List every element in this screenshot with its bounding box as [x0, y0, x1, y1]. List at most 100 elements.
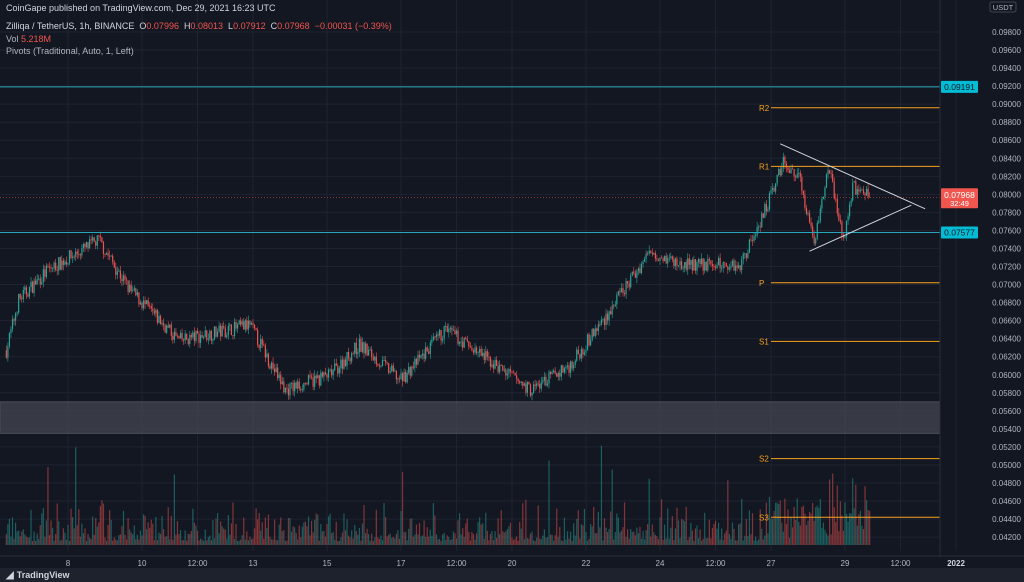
volume-bar	[67, 524, 69, 545]
volume-bar	[754, 536, 757, 545]
volume-bar	[284, 540, 286, 545]
candle-body	[246, 320, 248, 330]
candle-body	[452, 330, 455, 331]
candle-body	[310, 376, 313, 378]
candle-body	[277, 367, 279, 379]
candle-body	[249, 320, 251, 325]
candle-body	[164, 325, 166, 333]
volume-bar	[492, 540, 495, 545]
candle-body	[474, 347, 476, 353]
volume-bar	[736, 540, 738, 545]
volume-bar	[600, 445, 603, 545]
volume-bar	[508, 526, 510, 545]
volume-bar	[206, 540, 208, 545]
volume-bar	[756, 540, 758, 545]
candle-body	[261, 338, 263, 345]
price-axis[interactable]: USDT 0.09800 0.09600 0.09400 0.09200 0.09000 0…	[939, 0, 1022, 582]
volume-bar	[714, 520, 717, 545]
candle-body	[838, 213, 840, 221]
volume-bar	[568, 538, 570, 545]
volume-bar	[218, 533, 220, 545]
volume-bar	[596, 533, 598, 545]
volume-bar	[545, 537, 547, 545]
volume-bar	[802, 505, 804, 545]
time-axis[interactable]: 8 10 12:00 13 15 17 12:00 20 22 24 12:00 27 29 12:00 2…	[0, 555, 1024, 582]
volume-bar	[486, 530, 488, 545]
candle-body	[384, 359, 387, 363]
volume-bar	[355, 531, 357, 545]
volume-bar	[479, 517, 481, 545]
volume-bar	[224, 529, 226, 545]
candle-body	[546, 383, 549, 386]
candle-body	[653, 253, 655, 255]
volume-bar	[10, 536, 12, 545]
volume-bar	[532, 540, 535, 545]
symbol: Zilliqa / TetherUS, 1h, BINANCE	[6, 21, 135, 31]
volume-bar	[102, 503, 105, 545]
close-label: C	[270, 21, 278, 31]
candle-body	[614, 304, 616, 306]
volume-bar	[375, 509, 377, 545]
candle-body	[340, 359, 342, 369]
volume-bar	[118, 535, 120, 545]
volume-bar	[845, 513, 848, 545]
candle-body	[136, 292, 138, 296]
volume-bar	[53, 540, 55, 545]
candle-body	[324, 372, 327, 375]
candle-body	[708, 258, 710, 261]
volume-bar	[833, 507, 835, 545]
candle-body	[156, 309, 159, 323]
candle-body	[497, 365, 499, 373]
volume-bar	[220, 521, 222, 545]
volume-bar	[357, 534, 359, 545]
volume-bar	[85, 540, 88, 545]
volume-bar	[688, 537, 690, 545]
volume-bar	[394, 538, 396, 545]
volume-bar	[189, 534, 191, 545]
volume-bar	[805, 525, 808, 545]
candle-body	[761, 213, 763, 228]
volume-bar	[176, 521, 179, 545]
volume-bar	[588, 538, 590, 545]
volume-bar	[579, 538, 581, 545]
volume-bar	[810, 513, 812, 545]
volume-bar	[640, 538, 643, 545]
volume-bar	[109, 510, 111, 545]
pivot-label-p: P	[759, 279, 764, 288]
candle-body	[617, 291, 619, 295]
tradingview-logo[interactable]: ◢ TradingView	[6, 570, 70, 581]
candle-body	[680, 261, 683, 269]
volume-bar	[45, 520, 48, 545]
level-price-tag	[941, 226, 978, 239]
volume-bar	[730, 538, 732, 545]
candle-body	[722, 262, 724, 268]
candle-body	[369, 349, 371, 351]
volume-bar	[815, 507, 817, 545]
price-tick-label: 0.08200	[992, 172, 1021, 181]
candle-body	[744, 253, 746, 255]
candle-body	[502, 365, 504, 371]
candle-body	[753, 236, 755, 241]
candle-body	[768, 193, 771, 210]
candle-body	[101, 237, 103, 243]
candle-body	[616, 294, 618, 305]
time-tick-label: 17	[397, 559, 406, 568]
volume-bar	[435, 534, 438, 545]
candle-body	[532, 384, 535, 393]
volume-bar	[798, 521, 800, 545]
volume-bar	[24, 534, 26, 545]
volume-bar	[657, 539, 660, 545]
volume-bar	[750, 534, 752, 545]
candle-body	[613, 305, 615, 307]
volume-bar	[471, 531, 473, 545]
volume-bar	[371, 533, 373, 545]
volume-bar	[705, 538, 707, 545]
price-tick-label: 0.08800	[992, 118, 1021, 127]
candle-body	[855, 181, 857, 195]
volume-bar	[156, 540, 159, 545]
volume-bar	[465, 523, 467, 545]
price-tick-label: 0.08000	[992, 190, 1021, 199]
candle-body	[605, 313, 607, 325]
volume-bar	[443, 532, 445, 545]
